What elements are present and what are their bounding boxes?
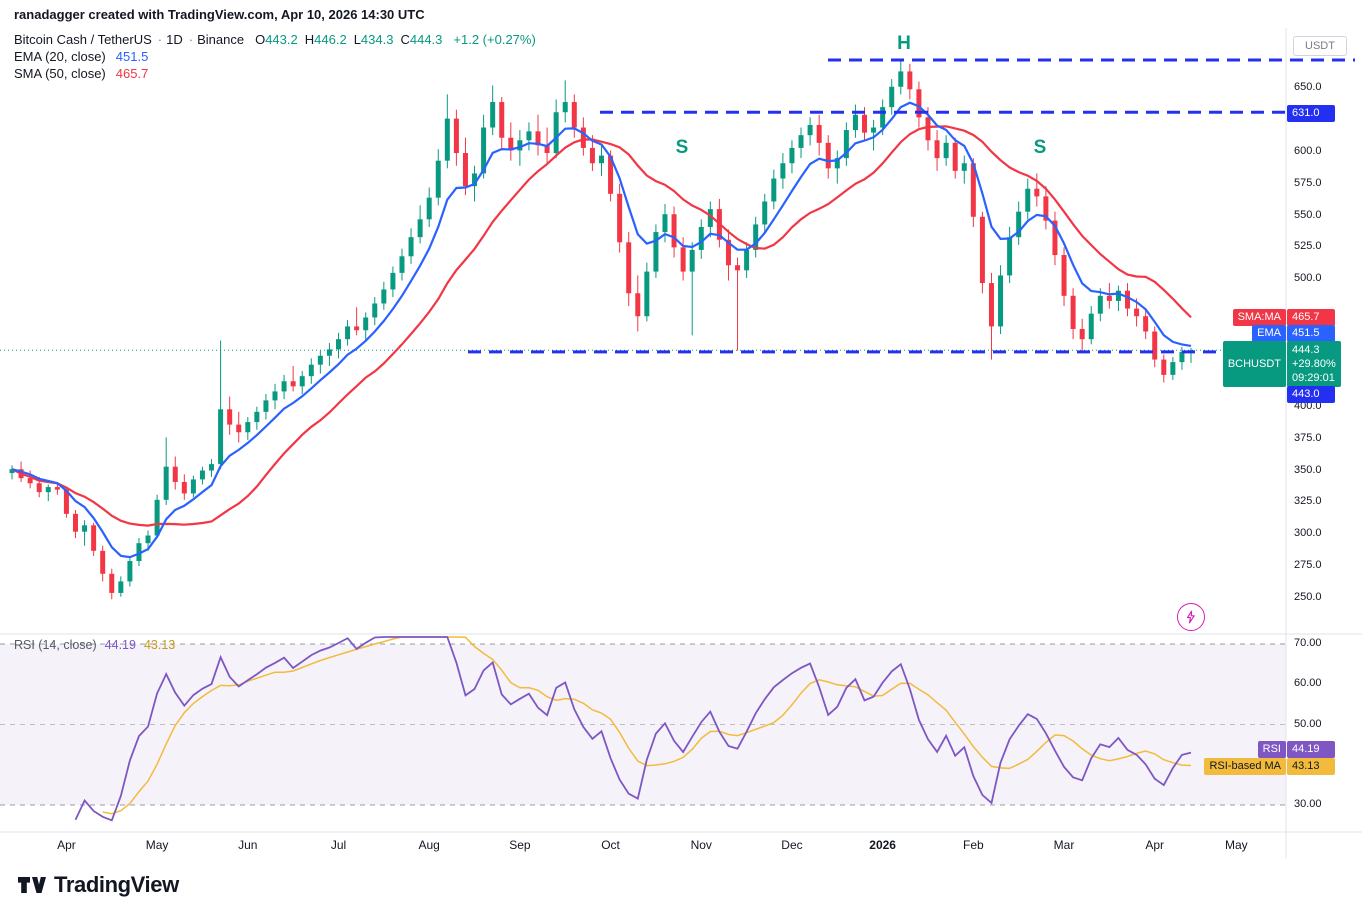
symbol-name[interactable]: Bitcoin Cash / TetherUS — [14, 32, 152, 47]
sma-value: 465.7 — [115, 66, 149, 81]
time-tick-Aug-4: Aug — [418, 838, 440, 852]
change-value: +1.2 (+0.27%) — [453, 32, 536, 47]
sma-line[interactable] — [11, 125, 1192, 527]
hs-annotation-s-2[interactable]: S — [1033, 137, 1047, 158]
time-tick-May-1: May — [145, 838, 169, 852]
symbol-legend[interactable]: Bitcoin Cash / TetherUS · 1D · Binance O… — [14, 32, 540, 83]
rsi-legend-row[interactable]: RSI (14, close) 44.19 43.13 — [14, 638, 175, 652]
symbol-legend-row[interactable]: Bitcoin Cash / TetherUS · 1D · Binance O… — [14, 32, 540, 49]
sma-legend-row[interactable]: SMA (50, close) 465.7 — [14, 66, 540, 83]
rsi-line[interactable] — [74, 636, 1192, 822]
hs-annotation-s-0[interactable]: S — [675, 137, 689, 158]
time-tick-Oct-6: Oct — [601, 838, 620, 852]
rsi-value: 44.19 — [104, 638, 136, 652]
quick-trade-button[interactable] — [1177, 603, 1205, 631]
rsi-label[interactable]: RSI (14, close) — [14, 638, 97, 652]
attribution-text: ranadagger created with TradingView.com,… — [14, 7, 425, 22]
time-tick-May-13: May — [1225, 838, 1248, 852]
time-tick-Nov-7: Nov — [690, 838, 712, 852]
ema-legend-row[interactable]: EMA (20, close) 451.5 — [14, 49, 540, 66]
time-tick-Sep-5: Sep — [509, 838, 531, 852]
tradingview-logo-icon — [18, 877, 46, 893]
time-tick-Dec-8: Dec — [781, 838, 803, 852]
time-tick-Apr-12: Apr — [1145, 838, 1165, 852]
exchange-label[interactable]: Binance — [197, 32, 245, 47]
time-tick-Mar-11: Mar — [1053, 838, 1075, 852]
time-tick-Apr-0: Apr — [57, 838, 76, 852]
ema-line[interactable] — [11, 101, 1192, 559]
interval-label[interactable]: 1D — [166, 32, 183, 47]
time-tick-Jul-3: Jul — [330, 838, 347, 852]
time-tick-Feb-10: Feb — [962, 838, 984, 852]
rsi-ma-value: 43.13 — [143, 638, 176, 652]
tradingview-footer[interactable]: TradingView — [16, 872, 179, 898]
time-tick-2026-9: 2026 — [869, 838, 896, 852]
ohlc-values: O443.2 H446.2 L434.3 C444.3 — [255, 32, 443, 47]
hs-annotation-h-1[interactable]: H — [897, 33, 911, 54]
sma-label[interactable]: SMA (50, close) — [14, 66, 106, 81]
legend-separator: · — [188, 32, 194, 47]
candles-layer[interactable] — [9, 61, 1194, 600]
ema-value: 451.5 — [115, 49, 149, 64]
legend-separator: · — [157, 32, 163, 47]
time-tick-Jun-2: Jun — [238, 838, 258, 852]
lightning-icon — [1186, 610, 1195, 624]
rsi-ma-line[interactable] — [102, 636, 1192, 815]
tradingview-wordmark: TradingView — [54, 872, 179, 897]
attribution-bar: ranadagger created with TradingView.com,… — [14, 7, 425, 22]
ema-label[interactable]: EMA (20, close) — [14, 49, 106, 64]
